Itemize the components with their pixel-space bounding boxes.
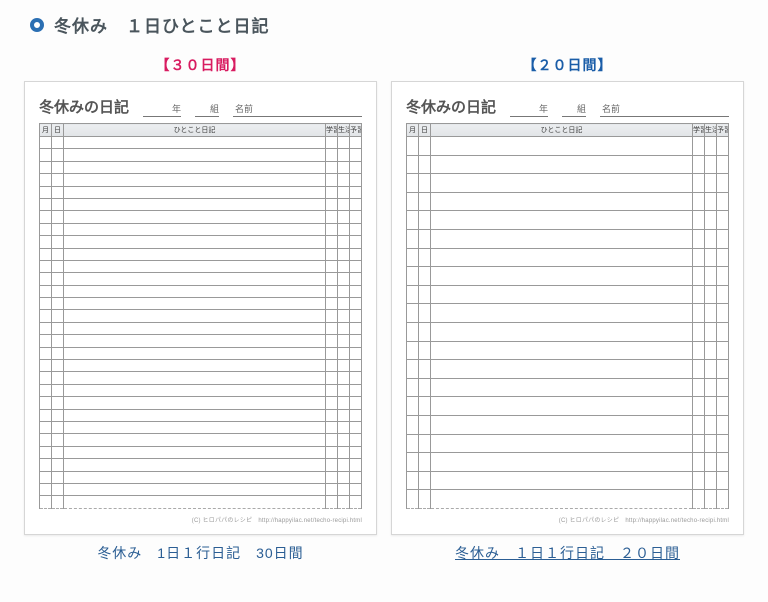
template-row: 【３０日間】 冬休みの日記 年 組 名前 月 日 ひとこと日記 学習	[0, 43, 768, 573]
table-row	[40, 347, 362, 359]
diary-table-20: 月 日 ひとこと日記 学習 生活 予習	[406, 123, 729, 509]
table-row	[40, 298, 362, 310]
table-row	[40, 310, 362, 322]
table-row	[40, 360, 362, 372]
table-row	[40, 260, 362, 272]
table-row	[40, 174, 362, 186]
field-name-label: 名前	[233, 102, 362, 117]
table-row	[40, 434, 362, 446]
table-row	[40, 409, 362, 421]
caption-20days-link[interactable]: 冬休み １日１行日記 ２０日間	[455, 543, 680, 563]
table-row	[40, 236, 362, 248]
table-row	[40, 397, 362, 409]
template-30days: 【３０日間】 冬休みの日記 年 組 名前 月 日 ひとこと日記 学習	[24, 55, 377, 563]
diary-table-30: 月 日 ひとこと日記 学習 生活 予習	[39, 123, 362, 509]
table-row	[407, 248, 729, 267]
sheet-30days: 冬休みの日記 年 組 名前 月 日 ひとこと日記 学習 生活	[24, 81, 377, 535]
table-row	[40, 471, 362, 483]
field-year-label: 年	[143, 102, 181, 117]
section-title: 冬休み １日ひとこと日記	[54, 12, 270, 37]
sheet-footer-note: (C) ヒロパパのレシピ http://happyilac.net/techo-…	[39, 515, 362, 524]
table-row	[40, 372, 362, 384]
field-year-label: 年	[510, 102, 548, 117]
table-row	[40, 137, 362, 149]
table-row	[40, 186, 362, 198]
table-row	[40, 483, 362, 495]
sheet-30days-title: 冬休みの日記	[39, 96, 129, 117]
table-row	[407, 415, 729, 434]
section-header: 冬休み １日ひとこと日記	[0, 0, 768, 43]
col-study: 学習	[326, 124, 338, 137]
table-row	[407, 378, 729, 397]
table-row	[407, 174, 729, 193]
table-row	[407, 137, 729, 156]
table-row	[407, 471, 729, 490]
table-row	[407, 490, 729, 509]
col-prep: 予習	[350, 124, 362, 137]
template-20days-label: 【２０日間】	[523, 55, 613, 75]
table-row	[407, 267, 729, 286]
col-body: ひとこと日記	[431, 124, 693, 137]
table-row	[40, 322, 362, 334]
tbody-30	[40, 137, 362, 509]
table-row	[40, 335, 362, 347]
table-row	[407, 155, 729, 174]
col-life: 生活	[338, 124, 350, 137]
table-row	[407, 192, 729, 211]
col-month: 月	[407, 124, 419, 137]
table-row	[40, 446, 362, 458]
table-row	[407, 211, 729, 230]
table-row	[40, 421, 362, 433]
table-row	[40, 149, 362, 161]
table-row	[407, 434, 729, 453]
field-class-label: 組	[562, 102, 586, 117]
table-header-row: 月 日 ひとこと日記 学習 生活 予習	[407, 124, 729, 137]
table-row	[40, 248, 362, 260]
table-row	[407, 322, 729, 341]
table-row	[407, 453, 729, 472]
template-20days: 【２０日間】 冬休みの日記 年 組 名前 月 日 ひとこと日記 学習	[391, 55, 744, 563]
table-row	[407, 360, 729, 379]
table-row	[40, 223, 362, 235]
table-row	[407, 304, 729, 323]
col-day: 日	[419, 124, 431, 137]
col-body: ひとこと日記	[64, 124, 326, 137]
table-row	[40, 273, 362, 285]
table-row	[40, 198, 362, 210]
col-study: 学習	[693, 124, 705, 137]
table-row	[407, 397, 729, 416]
table-row	[40, 211, 362, 223]
table-row	[407, 229, 729, 248]
sheet-20days-title: 冬休みの日記	[406, 96, 496, 117]
col-day: 日	[52, 124, 64, 137]
caption-30days: 冬休み 1日１行日記 30日間	[97, 543, 303, 563]
table-row	[40, 285, 362, 297]
col-prep: 予習	[717, 124, 729, 137]
table-row	[40, 161, 362, 173]
field-name-label: 名前	[600, 102, 729, 117]
field-class-label: 組	[195, 102, 219, 117]
table-row	[407, 341, 729, 360]
bullet-icon	[30, 18, 44, 32]
template-30days-label: 【３０日間】	[156, 55, 246, 75]
tbody-20	[407, 137, 729, 509]
table-row	[40, 496, 362, 508]
col-life: 生活	[705, 124, 717, 137]
col-month: 月	[40, 124, 52, 137]
table-row	[407, 285, 729, 304]
sheet-20days: 冬休みの日記 年 組 名前 月 日 ひとこと日記 学習 生活	[391, 81, 744, 535]
sheet-footer-note: (C) ヒロパパのレシピ http://happyilac.net/techo-…	[406, 515, 729, 524]
table-row	[40, 384, 362, 396]
table-row	[40, 459, 362, 471]
table-header-row: 月 日 ひとこと日記 学習 生活 予習	[40, 124, 362, 137]
